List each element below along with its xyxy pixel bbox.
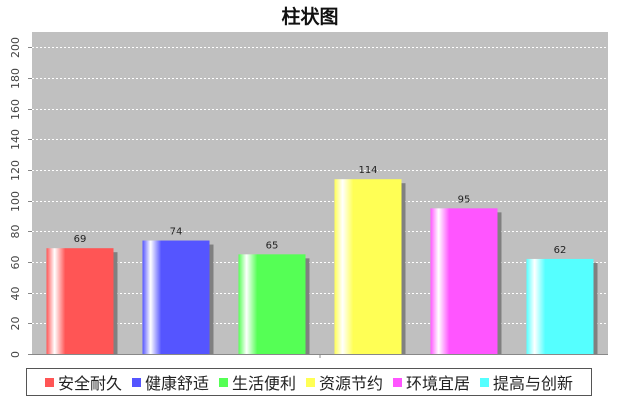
legend-swatch xyxy=(131,377,141,387)
y-tick-label: 120 xyxy=(9,160,22,181)
legend-swatch xyxy=(218,377,228,387)
y-tick-label: 180 xyxy=(9,68,22,89)
bars xyxy=(46,179,598,354)
bar xyxy=(142,240,210,354)
bar xyxy=(46,248,114,354)
bar-value-label: 95 xyxy=(458,194,471,205)
legend-swatch xyxy=(306,377,315,387)
bar xyxy=(526,258,594,354)
y-tick-label: 140 xyxy=(9,129,22,150)
y-tick-label: 160 xyxy=(9,99,22,120)
bar xyxy=(334,179,402,354)
legend-label: 环境宜居 xyxy=(406,374,471,393)
legend-item: 提高与创新 xyxy=(480,370,573,394)
grid-lines xyxy=(32,47,608,324)
data-labels: 69 74 65 114 95 62 xyxy=(74,165,567,256)
y-tick-label: 40 xyxy=(9,287,22,301)
legend-label: 提高与创新 xyxy=(493,374,574,393)
y-tick-label: 60 xyxy=(9,256,22,270)
legend-label: 资源节约 xyxy=(319,374,384,393)
legend-label: 健康舒适 xyxy=(144,374,209,393)
legend-item: 环境宜居 xyxy=(393,370,470,394)
chart-title: 柱状图 xyxy=(281,6,339,28)
y-tick-label: 0 xyxy=(9,351,22,358)
legend-swatch xyxy=(44,377,54,387)
bar xyxy=(430,208,498,354)
y-tick-label: 200 xyxy=(9,37,22,58)
legend-item: 生活便利 xyxy=(218,370,296,394)
y-tick-label: 80 xyxy=(9,225,22,239)
legend-item: 安全耐久 xyxy=(44,370,122,394)
legend-swatch xyxy=(393,377,403,387)
bar-value-label: 62 xyxy=(554,245,567,256)
bar-value-label: 114 xyxy=(358,165,377,176)
chart-legend: 安全耐久 健康舒适 生活便利 资源节约 环境宜居 提高与创新 xyxy=(26,368,592,396)
legend-item: 健康舒适 xyxy=(131,370,209,394)
y-tick-label: 100 xyxy=(9,191,22,212)
plot-area xyxy=(32,32,608,354)
legend-item: 资源节约 xyxy=(306,370,383,394)
legend-label: 安全耐久 xyxy=(57,374,122,393)
legend-label: 生活便利 xyxy=(231,374,296,393)
y-tick-label: 20 xyxy=(9,317,22,331)
bar-value-label: 65 xyxy=(266,240,279,251)
y-axis-ticks: 0 20 40 60 80 100 120 140 160 180 200 xyxy=(9,37,32,358)
bar-value-label: 69 xyxy=(74,234,87,245)
bar xyxy=(238,254,306,354)
legend-swatch xyxy=(480,377,490,387)
bar-value-label: 74 xyxy=(170,227,183,238)
